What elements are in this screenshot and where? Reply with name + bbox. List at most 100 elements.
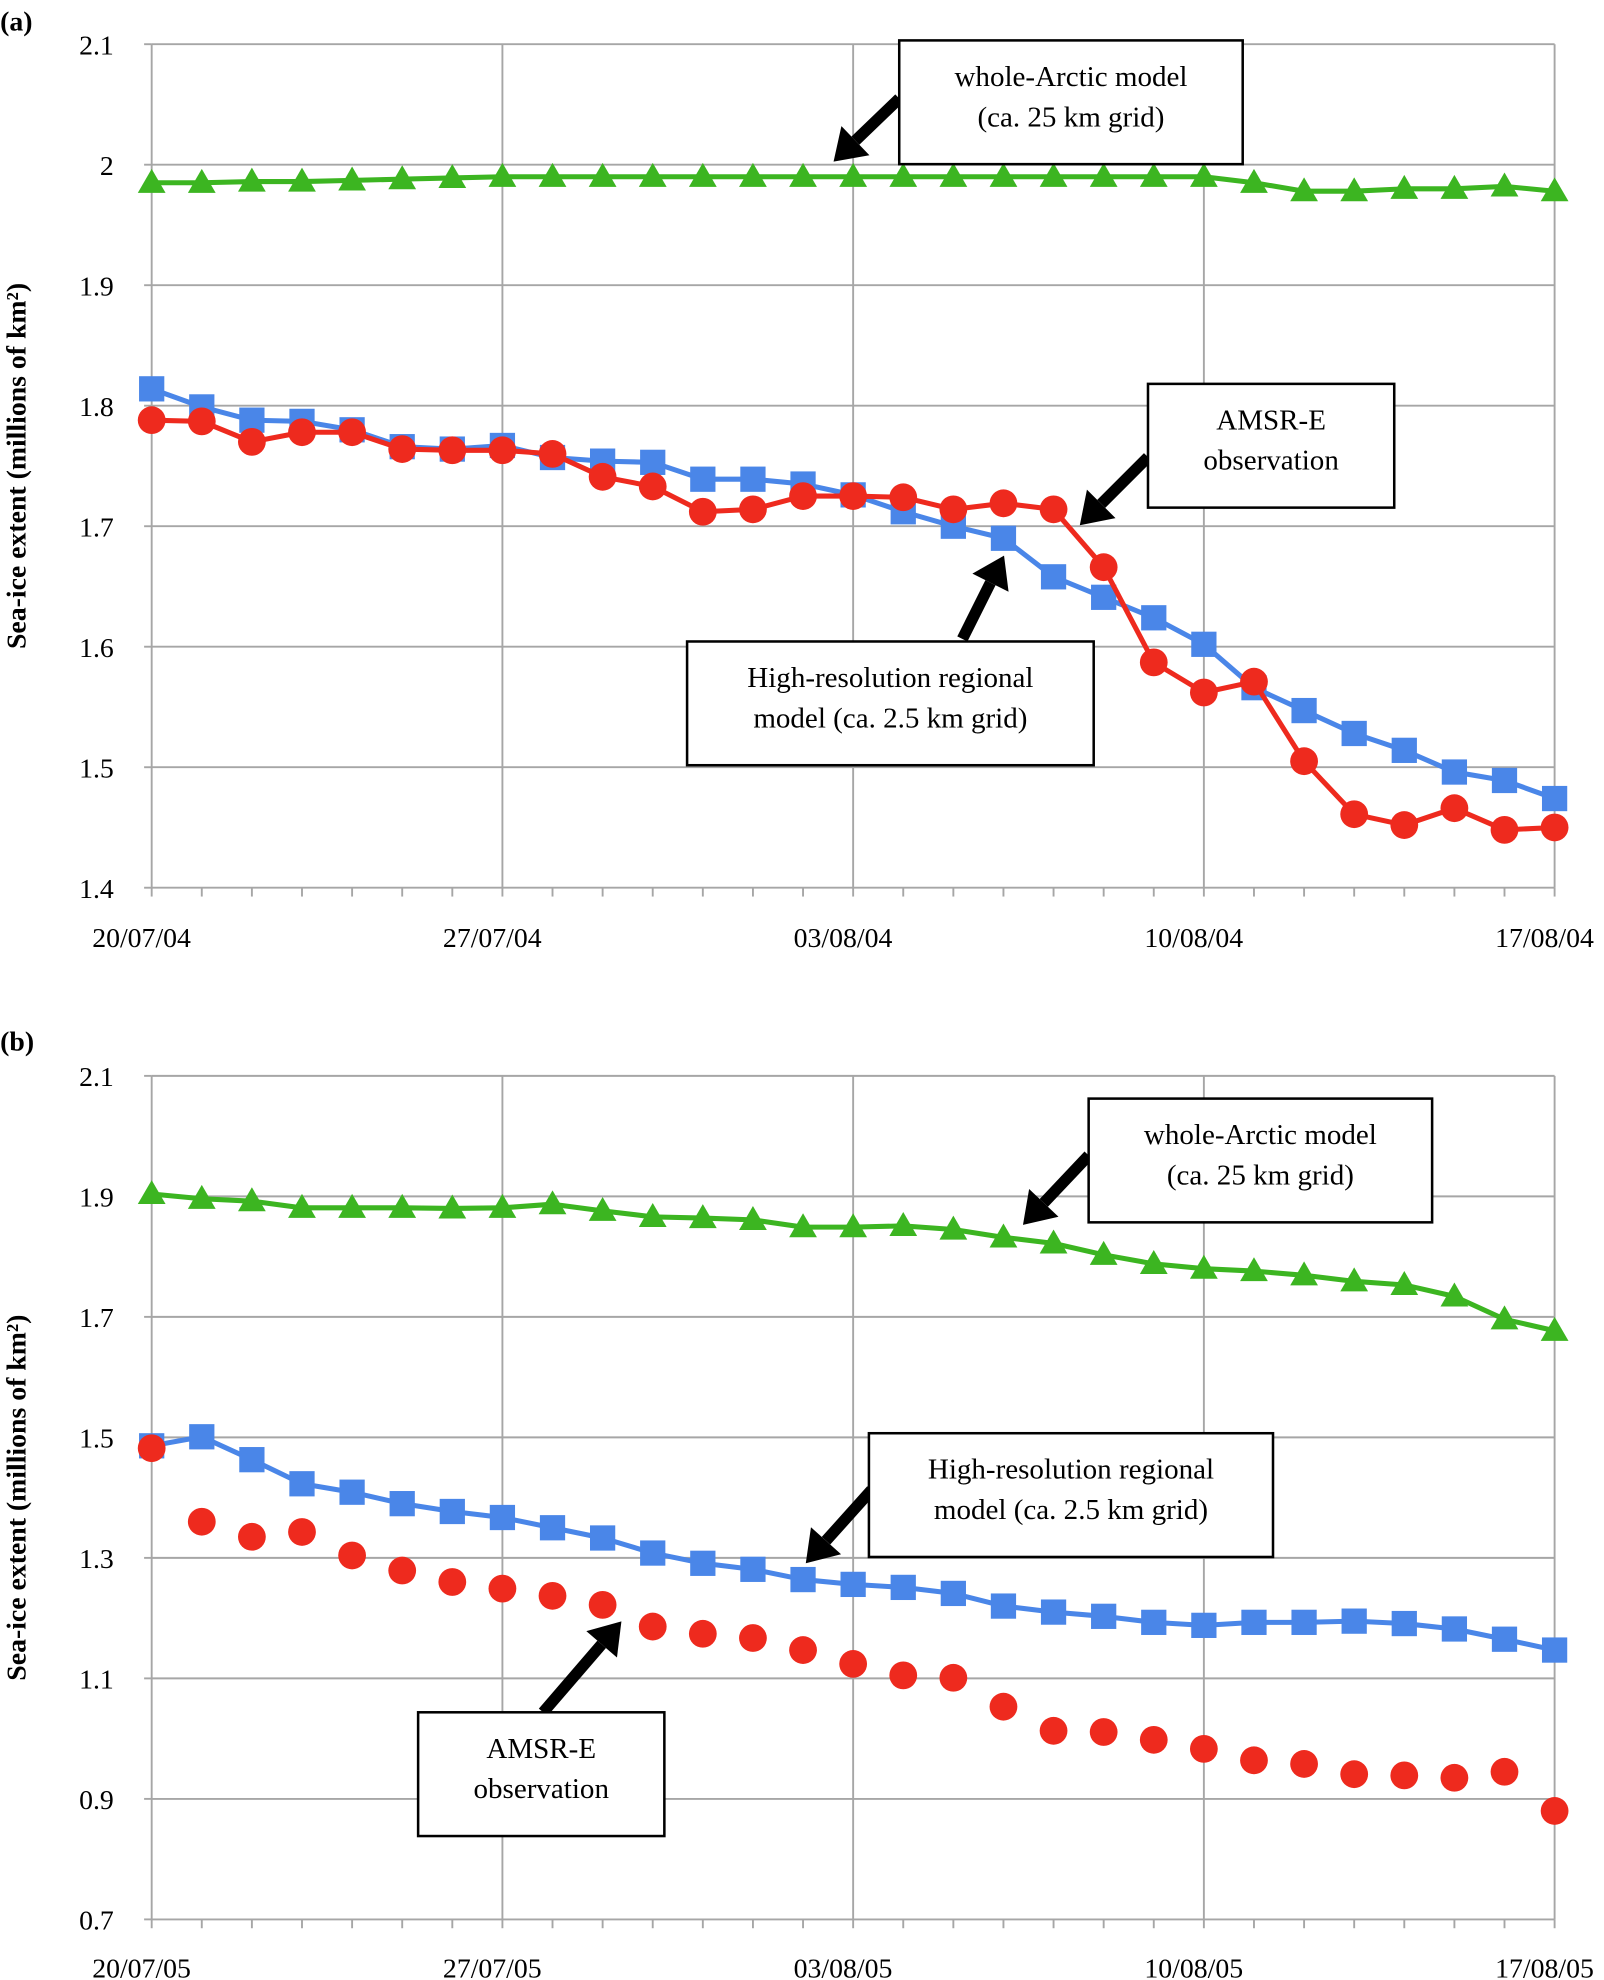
x-tick-label: 03/08/05 — [794, 1953, 893, 1980]
data-point-circle — [1240, 667, 1268, 696]
data-point-square — [1341, 1608, 1367, 1634]
data-point-triangle — [1390, 174, 1419, 199]
data-point-square — [840, 1571, 866, 1598]
y-tick-label: 1.4 — [79, 874, 114, 905]
data-point-circle — [1039, 1716, 1068, 1745]
data-point-square — [1141, 1609, 1167, 1635]
data-point-circle — [538, 440, 567, 468]
data-point-triangle — [789, 162, 817, 187]
annotation-arrow-shaft — [1039, 1151, 1093, 1207]
data-point-triangle — [789, 1213, 817, 1238]
data-point-circle — [989, 489, 1018, 518]
data-point-square — [1091, 1603, 1117, 1629]
data-point-circle — [237, 1522, 266, 1551]
x-tick-label: 10/08/04 — [1144, 923, 1243, 954]
data-point-triangle — [137, 168, 166, 193]
annotation-box — [867, 1431, 1275, 1559]
y-tick-label: 1.7 — [79, 1303, 114, 1334]
data-point-square — [339, 1479, 365, 1505]
data-point-circle — [288, 1518, 316, 1546]
annotation-callout: whole-Arctic model (ca. 25 km grid) — [833, 39, 1244, 166]
data-point-circle — [137, 1434, 166, 1463]
data-point-triangle — [438, 1194, 467, 1219]
series-circle — [137, 406, 1569, 844]
data-point-circle — [1039, 495, 1068, 524]
data-point-square — [1341, 720, 1367, 747]
x-tick-label: 20/07/05 — [92, 1953, 191, 1980]
data-point-circle — [187, 1507, 216, 1536]
data-point-square — [1191, 631, 1217, 657]
data-point-triangle — [638, 162, 667, 187]
data-point-triangle — [1490, 172, 1519, 197]
annotation-box — [1146, 382, 1396, 509]
data-point-circle — [488, 436, 517, 465]
data-point-triangle — [1290, 1261, 1318, 1286]
data-point-square — [189, 1424, 215, 1450]
data-point-triangle — [889, 162, 918, 187]
data-point-square — [589, 1525, 616, 1551]
data-point-square — [539, 1515, 566, 1541]
annotation-text: whole-Arctic model — [1144, 1119, 1377, 1151]
data-point-triangle — [1540, 1316, 1569, 1341]
annotation-arrow-head — [1079, 489, 1116, 526]
y-tick-label: 1.3 — [79, 1544, 114, 1575]
data-point-circle — [638, 472, 667, 501]
data-point-triangle — [588, 162, 617, 187]
data-point-square — [740, 466, 766, 492]
data-point-triangle — [1089, 162, 1118, 187]
data-point-circle — [1189, 1734, 1218, 1763]
annotation-text: model (ca. 2.5 km grid) — [753, 702, 1027, 734]
y-tick-label: 1.8 — [79, 392, 114, 423]
data-point-square — [1241, 1609, 1267, 1635]
y-axis-label: Sea-ice extent (millions of km²) — [1, 1315, 32, 1681]
annotation-box — [897, 39, 1244, 166]
annotation-arrow-head — [972, 555, 1009, 592]
data-point-square — [289, 1471, 315, 1497]
y-tick-label: 2 — [100, 151, 114, 182]
y-tick-label: 1.1 — [79, 1664, 114, 1695]
data-point-triangle — [538, 1190, 567, 1215]
data-point-circle — [288, 418, 316, 447]
series-circle — [137, 1434, 1569, 1825]
data-point-triangle — [1340, 177, 1369, 202]
data-point-square — [139, 376, 165, 402]
data-point-square — [1441, 1616, 1468, 1642]
data-point-circle — [1490, 1757, 1519, 1786]
data-point-circle — [1340, 800, 1369, 829]
data-point-square — [1040, 1599, 1067, 1625]
data-point-square — [1391, 1610, 1417, 1637]
data-point-triangle — [989, 1223, 1018, 1248]
y-tick-label: 1.9 — [79, 1182, 114, 1213]
y-tick-label: 0.9 — [79, 1785, 114, 1816]
data-point-circle — [388, 1556, 417, 1585]
panel-label: (a) — [0, 6, 32, 37]
data-point-square — [940, 1580, 966, 1607]
data-point-circle — [1290, 1750, 1318, 1778]
data-point-square — [1191, 1612, 1217, 1638]
annotation-text: whole-Arctic model — [954, 61, 1187, 93]
data-point-triangle — [488, 162, 517, 187]
annotation-text: High-resolution regional — [928, 1454, 1214, 1486]
data-point-triangle — [137, 1180, 166, 1205]
data-point-square — [640, 1540, 666, 1566]
y-tick-label: 1.7 — [79, 512, 114, 543]
data-point-triangle — [1039, 162, 1068, 187]
x-tick-label: 10/08/05 — [1144, 1953, 1243, 1980]
data-point-triangle — [1189, 162, 1218, 187]
data-point-square — [790, 1566, 816, 1593]
data-point-circle — [588, 1590, 617, 1619]
data-point-circle — [839, 1650, 868, 1678]
y-tick-label: 1.5 — [79, 1423, 114, 1454]
x-tick-label: 17/08/05 — [1495, 1953, 1594, 1980]
data-point-triangle — [237, 167, 266, 192]
data-point-circle — [1340, 1760, 1369, 1789]
data-point-circle — [187, 407, 216, 436]
data-point-circle — [1139, 1725, 1168, 1754]
data-point-circle — [338, 1541, 366, 1570]
data-point-circle — [1540, 813, 1569, 842]
x-tick-label: 20/07/04 — [92, 923, 191, 954]
data-point-square — [990, 1593, 1017, 1619]
annotation-text: High-resolution regional — [747, 662, 1033, 694]
annotation-arrow-head — [586, 1621, 622, 1658]
data-point-circle — [338, 418, 366, 447]
